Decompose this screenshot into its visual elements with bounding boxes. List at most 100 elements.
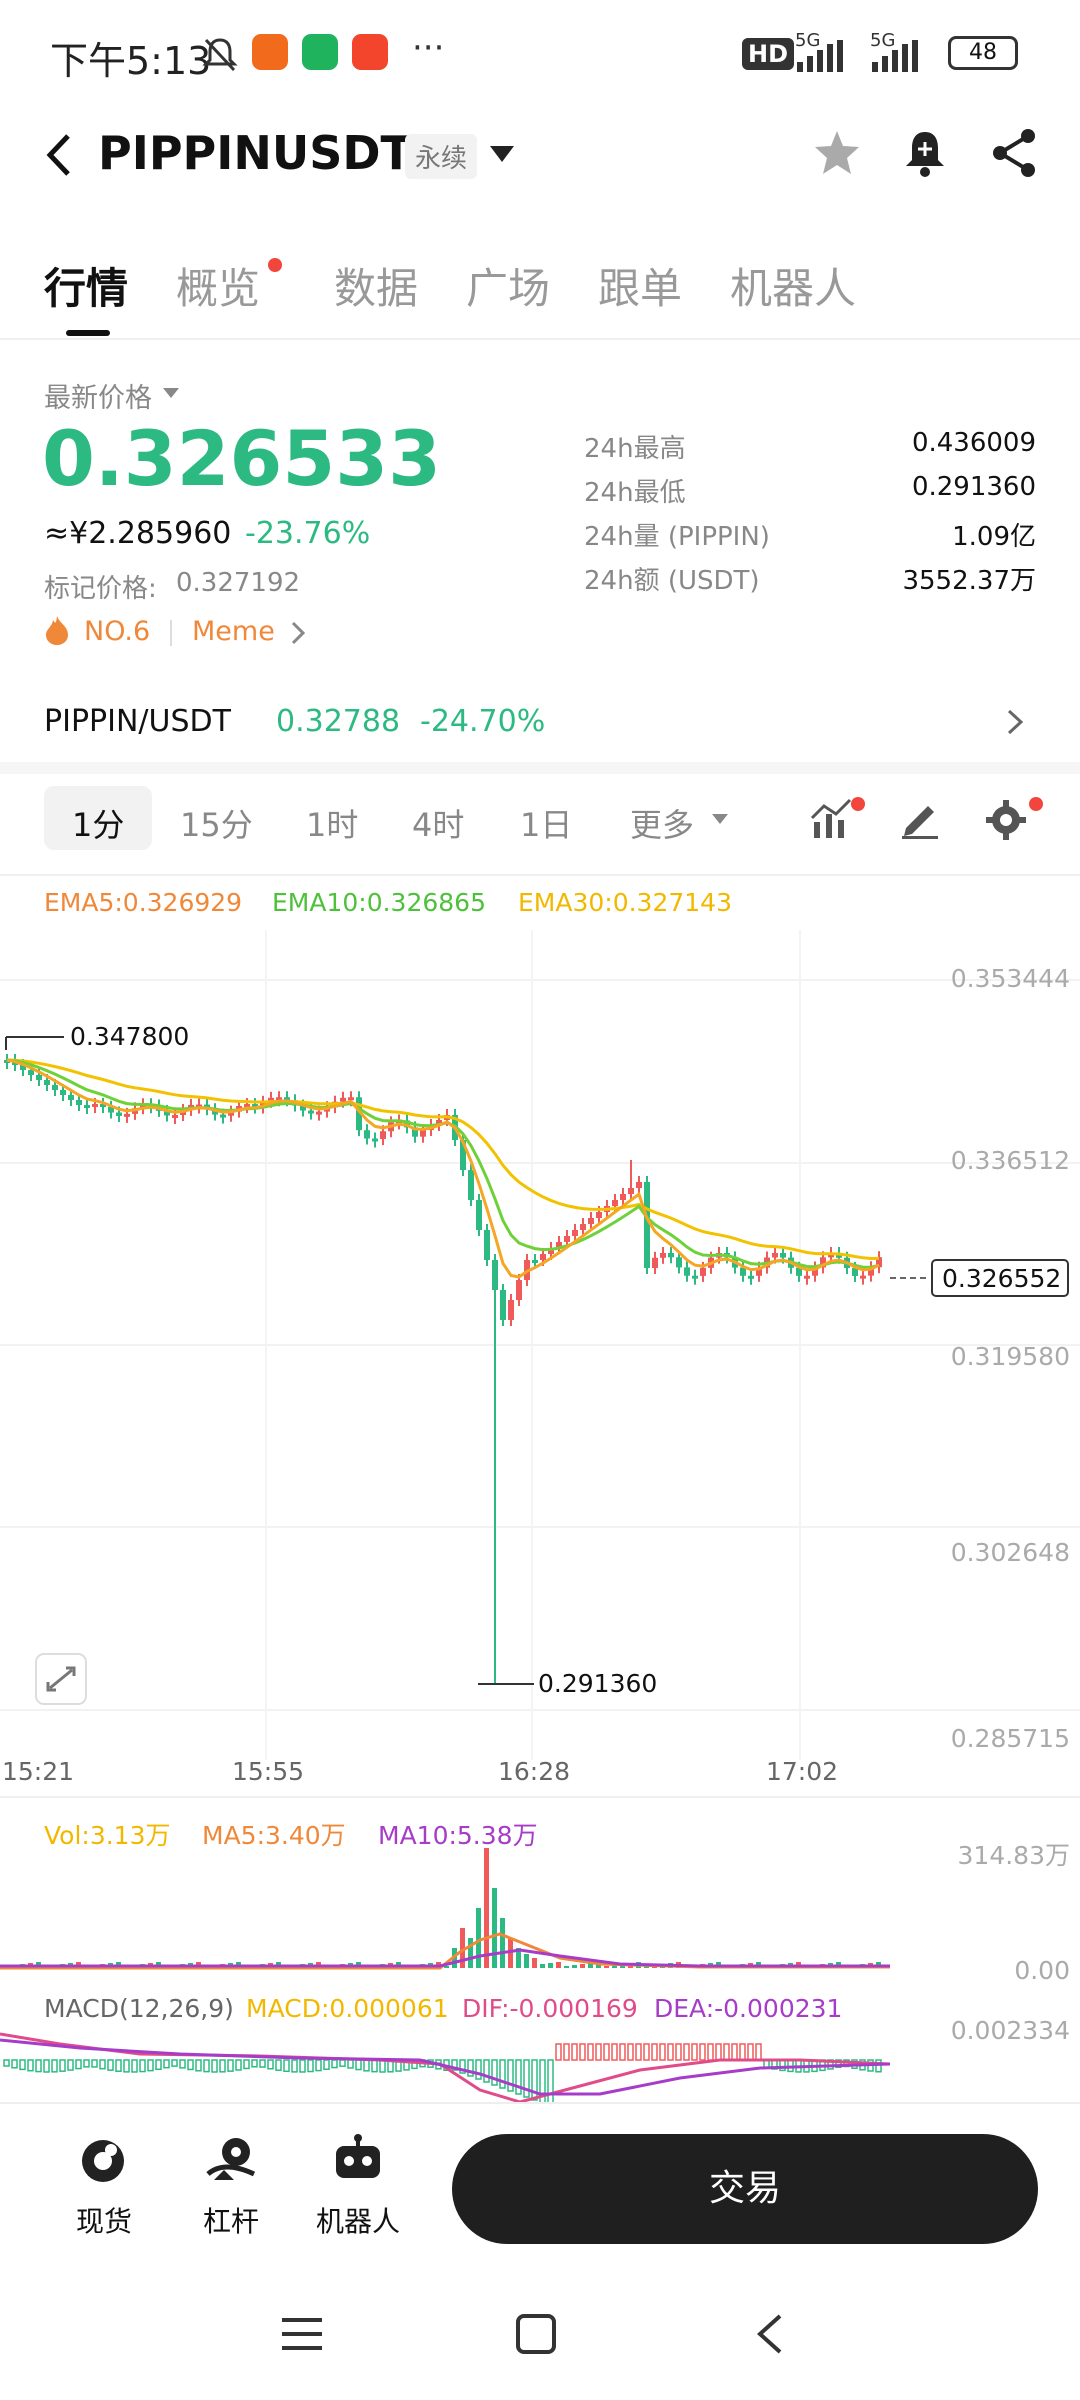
draw-pencil-icon[interactable] (900, 798, 940, 840)
macd-bar (491, 2059, 498, 2086)
candle-body (780, 1253, 786, 1258)
tab-data[interactable]: 数据 (334, 264, 419, 313)
share-icon[interactable] (990, 126, 1040, 180)
macd-bar (163, 2059, 170, 2069)
volume-bar (460, 1928, 465, 1968)
volume-bar (508, 1938, 513, 1968)
candle-body (868, 1267, 874, 1276)
macd-bar (451, 2059, 458, 2071)
candle-body (300, 1105, 306, 1111)
candle-body (68, 1095, 74, 1100)
system-menu-icon[interactable] (280, 2314, 324, 2354)
mark-price-label: 标记价格: (44, 574, 157, 604)
macd-bar (355, 2059, 362, 2071)
latest-price-label[interactable]: 最新价格 (44, 383, 152, 414)
candle-body (140, 1104, 146, 1109)
macd-bar (723, 2043, 730, 2061)
candle-body (820, 1257, 826, 1268)
macd-bar (59, 2059, 66, 2072)
macd-bar (667, 2043, 674, 2061)
macd-bar (211, 2059, 218, 2073)
symbol-dropdown-icon[interactable] (490, 146, 514, 164)
expand-icon[interactable] (46, 1666, 76, 1692)
symbol-title[interactable]: PIPPINUSDT (98, 126, 412, 180)
chevron-right-icon[interactable] (290, 620, 306, 646)
spot-pair-change: -24.70% (420, 704, 546, 739)
spot-chevron-right-icon[interactable] (1006, 708, 1024, 736)
current-price-box (931, 1259, 1069, 1297)
candle-body (348, 1097, 354, 1101)
timeframe-1m[interactable]: 1分 (72, 806, 125, 844)
tab-square[interactable]: 广场 (466, 264, 551, 313)
trade-button[interactable]: 交易 (452, 2134, 1038, 2244)
more-dropdown-icon[interactable] (712, 814, 728, 826)
macd-chart (0, 2032, 891, 2102)
tabs-divider (0, 338, 1080, 340)
stat-turnover-value: 3552.37万 (902, 566, 1036, 596)
tab-overview[interactable]: 概览 (176, 264, 261, 313)
indicators-icon[interactable] (810, 796, 866, 842)
system-back-icon[interactable] (754, 2312, 786, 2356)
volume-bar (612, 1965, 617, 1968)
price-type-dropdown-icon[interactable] (163, 388, 179, 400)
candle-body (92, 1104, 98, 1107)
star-icon[interactable] (812, 128, 862, 178)
bell-icon[interactable] (900, 126, 950, 180)
candle-body (52, 1085, 58, 1090)
tab-market[interactable]: 行情 (44, 264, 129, 313)
macd-bar (531, 2059, 538, 2101)
back-arrow-icon[interactable] (44, 130, 74, 180)
volume-bar (500, 1918, 505, 1968)
candle-body (540, 1254, 546, 1260)
robot-icon[interactable] (332, 2134, 384, 2184)
macd-bar (739, 2043, 746, 2061)
candle-body (876, 1257, 882, 1268)
candle-body (812, 1267, 818, 1276)
dif-value: DIF:-0.000169 (462, 1994, 638, 2023)
candle-body (612, 1200, 618, 1206)
spot-pair-row[interactable]: PIPPIN/USDT 0.32788 -24.70% (0, 680, 1080, 764)
macd-bar (523, 2059, 530, 2098)
timeframe-1h[interactable]: 1时 (306, 806, 359, 844)
chart-settings-gear-icon[interactable] (984, 796, 1044, 842)
nav-spot-label[interactable]: 现货 (75, 2205, 132, 2238)
timeframe-15m[interactable]: 15分 (180, 806, 253, 844)
volume-y-bottom: 0.00 (1014, 1956, 1070, 1985)
macd-bar (747, 2043, 754, 2061)
macd-bar (715, 2043, 722, 2061)
macd-bar (315, 2059, 322, 2072)
candle-body (484, 1230, 490, 1260)
volume-bar (476, 1908, 481, 1968)
volume-ma5-legend: MA5:3.40万 (202, 1821, 346, 1850)
candle-body (28, 1070, 34, 1075)
timeframe-4h[interactable]: 4时 (412, 806, 465, 844)
macd-bar (603, 2043, 610, 2061)
macd-bar (291, 2059, 298, 2073)
macd-bar (707, 2043, 714, 2061)
nav-leverage-label[interactable]: 杠杆 (202, 2205, 259, 2238)
macd-bar (379, 2059, 386, 2073)
spot-coin-icon[interactable] (78, 2136, 128, 2186)
timeframe-more[interactable]: 更多 (630, 806, 695, 844)
macd-bar (483, 2059, 490, 2083)
perpetual-badge: 永续 (405, 134, 478, 179)
macd-bar (147, 2059, 154, 2072)
tab-bots[interactable]: 机器人 (730, 264, 857, 313)
rank-badge[interactable]: NO.6 (84, 616, 151, 647)
nav-bots-label[interactable]: 机器人 (315, 2205, 400, 2238)
macd-bar (299, 2059, 306, 2073)
stat-volume-value: 1.09亿 (952, 522, 1036, 552)
candlestick-chart[interactable]: 0.347800 0.291360 0.326552 (0, 930, 1080, 1760)
candle-body (772, 1253, 778, 1258)
status-bar: 下午5:13 ··· HD 5G 5G 48 (0, 0, 1080, 104)
system-home-icon[interactable] (514, 2312, 558, 2356)
candle-body (628, 1188, 634, 1194)
macd-bar (571, 2043, 578, 2061)
meme-tag[interactable]: Meme (192, 616, 275, 647)
timeframe-1d[interactable]: 1日 (520, 806, 573, 844)
tab-copy-trading[interactable]: 跟单 (598, 264, 683, 313)
candle-body (740, 1267, 746, 1276)
macd-bar (371, 2059, 378, 2073)
leverage-icon[interactable] (204, 2134, 258, 2184)
volume-legend: Vol:3.13万 (44, 1821, 171, 1850)
